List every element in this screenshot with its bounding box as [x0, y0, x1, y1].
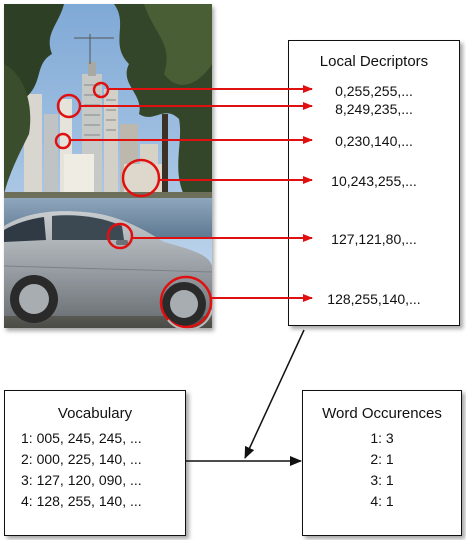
photo-city-car [4, 4, 212, 328]
descriptor-item-1: 0,255,255,... [335, 83, 413, 99]
occurrence-item: 2: 1 [370, 451, 394, 467]
vocabulary-list: 1: 005, 245, 245, ... 2: 000, 225, 140, … [21, 428, 185, 512]
descriptor-item-5: 127,121,80,... [331, 231, 417, 247]
vocabulary-box: Vocabulary 1: 005, 245, 245, ... 2: 000,… [4, 390, 186, 536]
photo-illustration [4, 4, 212, 328]
descriptor-item-4: 10,243,255,... [331, 173, 417, 189]
occurrence-item: 4: 1 [370, 493, 394, 509]
occurrence-item: 3: 1 [370, 472, 394, 488]
occurrence-item: 1: 3 [370, 430, 394, 446]
word-occurrences-list: 1: 3 2: 1 3: 1 4: 1 [303, 428, 461, 512]
word-occurrences-title: Word Occurences [322, 405, 442, 422]
vocabulary-item: 3: 127, 120, 090, ... [21, 472, 142, 488]
local-descriptors-title: Local Decriptors [319, 53, 429, 70]
vocabulary-title: Vocabulary [57, 405, 133, 422]
descriptor-item-6: 128,255,140,... [327, 291, 421, 307]
vocabulary-item: 2: 000, 225, 140, ... [21, 451, 142, 467]
local-descriptors-box: Local Decriptors 0,255,255,... 8,249,235… [288, 40, 460, 326]
vocabulary-item: 1: 005, 245, 245, ... [21, 430, 142, 446]
word-occurrences-box: Word Occurences 1: 3 2: 1 3: 1 4: 1 [302, 390, 462, 536]
descriptor-item-3: 0,230,140,... [335, 133, 413, 149]
descriptors-to-histogram-arrow [244, 329, 305, 459]
descriptor-item-2: 8,249,235,... [335, 101, 413, 117]
vocabulary-item: 4: 128, 255, 140, ... [21, 493, 142, 509]
